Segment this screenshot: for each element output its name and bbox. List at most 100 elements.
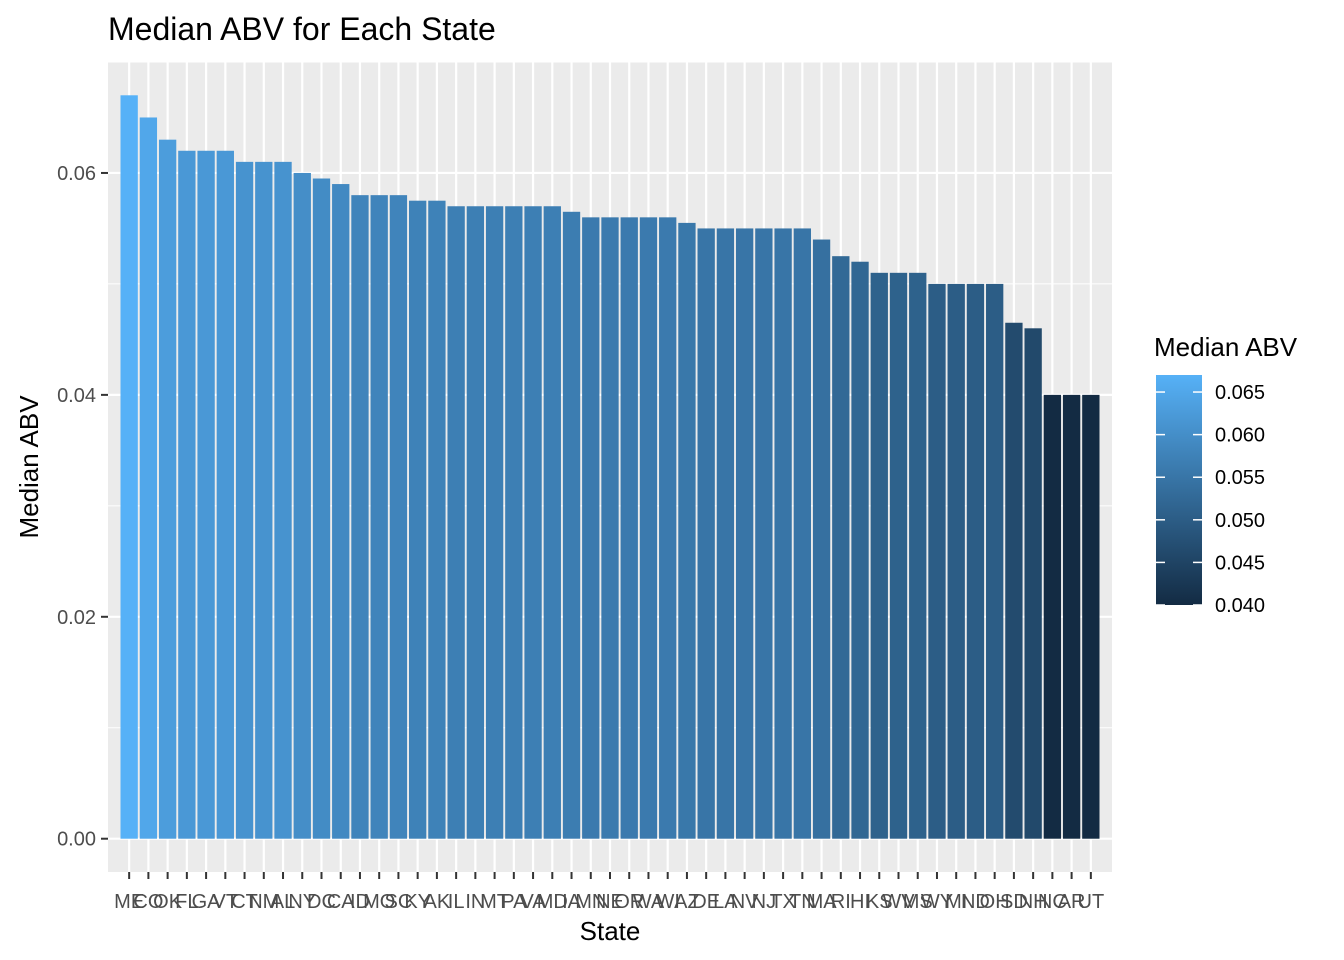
bar-ok (158, 139, 177, 839)
x-tick-label: MA (807, 891, 838, 913)
bar-sc (389, 195, 408, 839)
x-tick-label: FL (175, 891, 198, 913)
x-tick-label: SD (1000, 891, 1028, 913)
y-tick-label: 0.00 (57, 829, 96, 851)
x-tick-label: WA (633, 891, 665, 913)
legend-title: Median ABV (1154, 332, 1298, 362)
x-tick-label: WV (882, 891, 915, 913)
bar-ut (1082, 394, 1100, 839)
x-tick-label: VT (213, 891, 239, 913)
legend-tick-label: 0.050 (1215, 510, 1265, 532)
x-tick-label: NM (248, 891, 279, 913)
x-tick-label: AR (1058, 891, 1086, 913)
bar-ma (812, 239, 831, 839)
bar-mi (947, 283, 965, 839)
bar-tx (774, 228, 792, 839)
x-tick-label: WY (921, 891, 953, 913)
x-tick-label: VA (520, 891, 546, 913)
bar-fl (178, 150, 196, 839)
bar-nc (1043, 394, 1062, 839)
y-tick-label: 0.04 (57, 385, 96, 407)
bar-id (351, 195, 369, 839)
x-tick-label: NC (1038, 891, 1067, 913)
x-tick-label: NE (596, 891, 624, 913)
bar-or (620, 217, 638, 839)
x-tick-label: OR (614, 891, 644, 913)
bar-nd (966, 283, 985, 839)
bars-group (120, 95, 1100, 839)
x-tick-label: MI (945, 891, 967, 913)
bar-nm (255, 161, 273, 839)
y-tick-label: 0.06 (57, 163, 96, 185)
bar-ia (562, 211, 581, 839)
bar-vt (216, 150, 234, 839)
x-tick-label: LA (713, 891, 738, 913)
x-tick-label: ID (350, 891, 370, 913)
x-tick-label: WI (655, 891, 679, 913)
legend-tick-label: 0.045 (1215, 552, 1265, 574)
bar-il (447, 206, 465, 839)
color-legend: Median ABV 0.065 0.060 0.055 0.050 0.045 0.04… (1154, 332, 1298, 617)
chart-title: Median ABV for Each State (108, 11, 496, 47)
x-tick-label: SC (385, 891, 413, 913)
x-tick-label: KY (404, 891, 431, 913)
bar-ar (1062, 394, 1081, 839)
bar-mn (582, 217, 600, 839)
bar-ga (197, 150, 215, 839)
legend-tick-label: 0.065 (1215, 382, 1265, 404)
y-axis-title: Median ABV (14, 395, 44, 539)
x-tick-label: CA (327, 891, 355, 913)
bar-ky (409, 200, 427, 839)
x-tick-label: DC (307, 891, 336, 913)
x-tick-label: IN (465, 891, 485, 913)
x-tick-label: PA (501, 891, 527, 913)
bar-nh (1024, 328, 1042, 839)
bar-ne (601, 217, 619, 839)
x-tick-label: AL (271, 891, 295, 913)
bar-wa (639, 217, 658, 839)
x-tick-label: NH (1019, 891, 1048, 913)
bar-oh (986, 283, 1004, 839)
bar-wy (928, 283, 946, 839)
bar-ct (235, 161, 254, 839)
x-tick-label: AK (424, 891, 451, 913)
x-tick-label: HI (850, 891, 870, 913)
x-tick-label: NY (288, 891, 316, 913)
bar-md (543, 206, 561, 839)
bar-tn (793, 228, 811, 839)
bar-in (466, 206, 485, 839)
bar-az (678, 222, 696, 839)
x-tick-label: GA (192, 891, 222, 913)
bar-wi (659, 217, 677, 839)
x-tick-label: CT (231, 891, 258, 913)
bar-ks (870, 272, 888, 839)
legend-tick-label: 0.040 (1215, 595, 1265, 617)
bar-wv (889, 272, 908, 839)
bar-mo (370, 195, 388, 839)
bar-nv (735, 228, 754, 839)
x-tick-label: KS (866, 891, 893, 913)
x-axis-title: State (580, 916, 641, 946)
x-tick-label: OH (980, 891, 1010, 913)
x-tick-label: OK (153, 891, 183, 913)
bar-ri (832, 256, 850, 839)
y-axis: 0.00 0.02 0.04 0.06 (57, 163, 108, 851)
x-tick-label: NJ (752, 891, 776, 913)
x-tick-label: MT (480, 891, 509, 913)
bar-sd (1005, 322, 1023, 839)
bar-mt (485, 206, 504, 839)
x-tick-label: AZ (674, 891, 700, 913)
x-tick-label: ND (961, 891, 990, 913)
bar-pa (505, 206, 523, 839)
legend-tick-label: 0.060 (1215, 425, 1265, 447)
bar-la (716, 228, 735, 839)
x-tick-label: NV (731, 891, 759, 913)
bar-al (274, 161, 292, 839)
x-tick-label: UT (1078, 891, 1105, 913)
bar-de (697, 228, 715, 839)
x-tick-label: MD (537, 891, 568, 913)
x-tick-label: DE (692, 891, 720, 913)
x-tick-label: MS (903, 891, 933, 913)
bar-nj (755, 228, 773, 839)
